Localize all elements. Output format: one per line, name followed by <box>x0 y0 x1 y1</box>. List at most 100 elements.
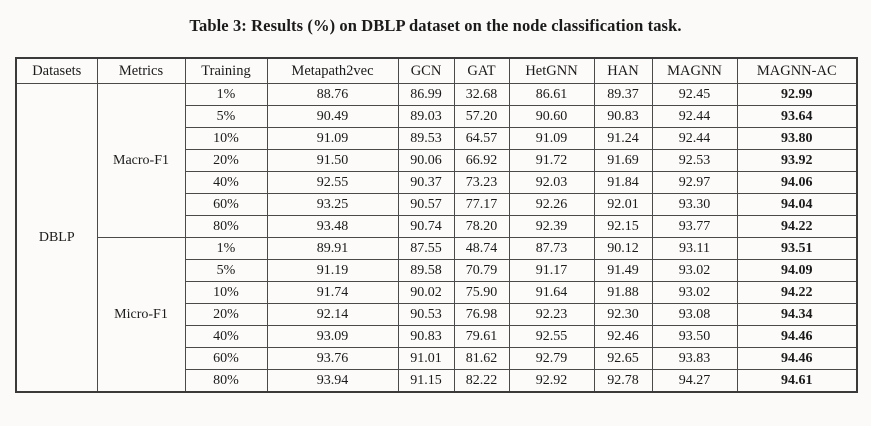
value-cell: 92.15 <box>593 215 653 238</box>
value-cell: 89.03 <box>397 105 455 128</box>
value-cell: 92.01 <box>593 193 653 216</box>
value-cell: 91.72 <box>508 149 595 172</box>
value-cell: 91.49 <box>593 259 653 282</box>
value-cell: 92.26 <box>508 193 595 216</box>
value-cell: 89.53 <box>397 127 455 150</box>
results-table: Datasets Metrics Training Metapath2vec G… <box>15 57 858 393</box>
value-cell: 93.64 <box>736 105 858 128</box>
value-cell: 93.11 <box>651 237 738 260</box>
dataset-cell: DBLP <box>15 83 98 393</box>
table-row: 60% 93.25 90.57 77.17 92.26 92.01 93.30 94.04 <box>16 193 858 216</box>
table-row: 80% 93.94 91.15 82.22 92.92 92.78 94.27 94.61 <box>16 369 858 393</box>
col-header-metrics: Metrics <box>96 57 186 84</box>
value-cell: 66.92 <box>453 149 510 172</box>
value-cell: 92.53 <box>651 149 738 172</box>
value-cell: 91.88 <box>593 281 653 304</box>
table-row: DBLP Macro-F1 1% 88.76 86.99 32.68 86.61 89.37 9… <box>15 83 858 393</box>
training-cell: 20% <box>184 303 268 326</box>
value-cell: 75.90 <box>453 281 510 304</box>
value-cell: 91.74 <box>266 281 399 304</box>
col-header-han: HAN <box>593 57 653 84</box>
value-cell: 91.64 <box>508 281 595 304</box>
training-cell: 80% <box>184 369 268 393</box>
value-cell: 91.24 <box>593 127 653 150</box>
value-cell: 91.50 <box>266 149 399 172</box>
value-cell: 87.73 <box>508 237 595 260</box>
value-cell: 91.09 <box>508 127 595 150</box>
value-cell: 86.99 <box>397 83 455 106</box>
paper-figure: Table 3: Results (%) on DBLP dataset on … <box>0 16 871 393</box>
value-cell: 93.92 <box>736 149 858 172</box>
value-cell: 93.76 <box>266 347 399 370</box>
value-cell: 92.78 <box>593 369 653 393</box>
col-header-training: Training <box>184 57 268 84</box>
training-cell: 60% <box>184 193 268 216</box>
training-cell: 10% <box>184 281 268 304</box>
value-cell: 93.02 <box>651 259 738 282</box>
value-cell: 91.09 <box>266 127 399 150</box>
value-cell: 92.44 <box>651 127 738 150</box>
training-cell: 1% <box>184 237 268 260</box>
value-cell: 91.84 <box>593 171 653 194</box>
col-header-hetgnn: HetGNN <box>508 57 595 84</box>
value-cell: 89.37 <box>593 83 653 106</box>
value-cell: 92.30 <box>593 303 653 326</box>
training-cell: 20% <box>184 149 268 172</box>
value-cell: 94.46 <box>736 325 858 348</box>
value-cell: 87.55 <box>397 237 455 260</box>
value-cell: 94.04 <box>736 193 858 216</box>
value-cell: 88.76 <box>266 83 399 106</box>
value-cell: 92.45 <box>651 83 738 106</box>
training-cell: 1% <box>184 83 268 106</box>
table-row: 5% 90.49 89.03 57.20 90.60 90.83 92.44 93.64 <box>16 105 858 128</box>
value-cell: 92.97 <box>651 171 738 194</box>
value-cell: 92.46 <box>593 325 653 348</box>
value-cell: 90.83 <box>593 105 653 128</box>
value-cell: 93.08 <box>651 303 738 326</box>
value-cell: 91.19 <box>266 259 399 282</box>
header-row: Datasets Metrics Training Metapath2vec G… <box>15 57 858 84</box>
value-cell: 92.99 <box>736 83 858 106</box>
col-header-gcn: GCN <box>397 57 455 84</box>
value-cell: 94.27 <box>651 369 738 393</box>
value-cell: 92.23 <box>508 303 595 326</box>
value-cell: 90.37 <box>397 171 455 194</box>
value-cell: 90.74 <box>397 215 455 238</box>
value-cell: 92.03 <box>508 171 595 194</box>
training-cell: 80% <box>184 215 268 238</box>
col-header-magnn: MAGNN <box>651 57 738 84</box>
value-cell: 91.69 <box>593 149 653 172</box>
value-cell: 94.22 <box>736 281 858 304</box>
value-cell: 92.55 <box>266 171 399 194</box>
table-row: 10% 91.09 89.53 64.57 91.09 91.24 92.44 93.80 <box>16 127 858 150</box>
value-cell: 94.46 <box>736 347 858 370</box>
metric-cell: Micro-F1 <box>96 237 186 393</box>
value-cell: 90.83 <box>397 325 455 348</box>
col-header-datasets: Datasets <box>15 57 98 84</box>
value-cell: 93.94 <box>266 369 399 393</box>
value-cell: 94.61 <box>736 369 858 393</box>
training-cell: 40% <box>184 171 268 194</box>
value-cell: 93.02 <box>651 281 738 304</box>
value-cell: 94.34 <box>736 303 858 326</box>
value-cell: 64.57 <box>453 127 510 150</box>
col-header-magnn-ac: MAGNN-AC <box>736 57 858 84</box>
value-cell: 76.98 <box>453 303 510 326</box>
value-cell: 82.22 <box>453 369 510 393</box>
training-cell: 40% <box>184 325 268 348</box>
value-cell: 91.17 <box>508 259 595 282</box>
table-row: 20% 91.50 90.06 66.92 91.72 91.69 92.53 93.92 <box>16 149 858 172</box>
value-cell: 92.39 <box>508 215 595 238</box>
value-cell: 89.91 <box>266 237 399 260</box>
value-cell: 86.61 <box>508 83 595 106</box>
value-cell: 93.80 <box>736 127 858 150</box>
value-cell: 94.09 <box>736 259 858 282</box>
col-header-gat: GAT <box>453 57 510 84</box>
value-cell: 93.51 <box>736 237 858 260</box>
value-cell: 93.77 <box>651 215 738 238</box>
value-cell: 93.30 <box>651 193 738 216</box>
training-cell: 60% <box>184 347 268 370</box>
value-cell: 91.01 <box>397 347 455 370</box>
table-row: 60% 93.76 91.01 81.62 92.79 92.65 93.83 94.46 <box>16 347 858 370</box>
value-cell: 92.55 <box>508 325 595 348</box>
